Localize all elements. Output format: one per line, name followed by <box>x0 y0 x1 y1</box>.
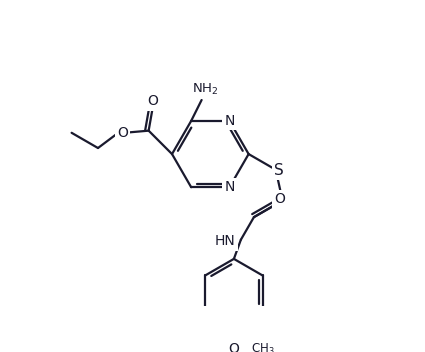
Text: O: O <box>275 192 286 206</box>
Text: NH$_2$: NH$_2$ <box>192 82 218 97</box>
Text: S: S <box>274 163 284 178</box>
Text: CH$_3$: CH$_3$ <box>251 342 275 352</box>
Text: N: N <box>224 180 235 194</box>
Text: N: N <box>224 114 235 128</box>
Text: O: O <box>117 126 128 140</box>
Text: O: O <box>147 94 158 108</box>
Text: HN: HN <box>215 234 235 249</box>
Text: O: O <box>229 342 239 352</box>
